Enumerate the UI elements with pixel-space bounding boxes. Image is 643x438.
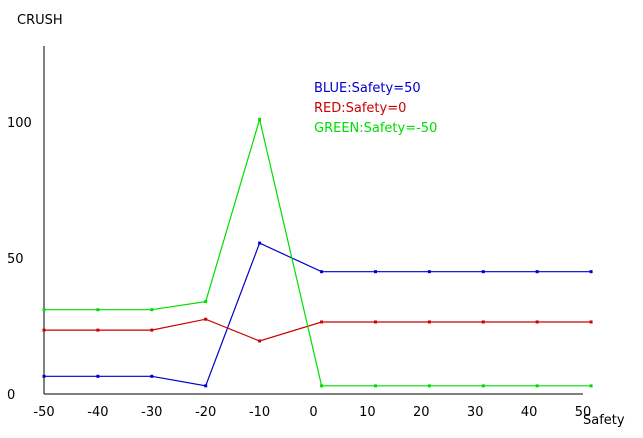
- blue-data-point: [535, 270, 539, 274]
- x-axis-label: Safety: [583, 413, 625, 428]
- x-tick-label: -40: [87, 405, 108, 420]
- red-data-point: [589, 320, 593, 324]
- x-tick-label: -10: [249, 405, 270, 420]
- blue-data-point: [96, 374, 100, 378]
- y-tick-label: 50: [7, 252, 24, 267]
- blue-data-point: [481, 270, 485, 274]
- red-data-point: [42, 328, 46, 332]
- x-tick-label: 50: [575, 405, 592, 420]
- red-data-point: [258, 339, 262, 343]
- red-series-line: [44, 318, 592, 342]
- blue-data-point: [589, 270, 593, 274]
- blue-data-point: [320, 270, 324, 274]
- x-tick-label: 0: [309, 405, 317, 420]
- red-legend-entry: RED:Safety=0: [314, 101, 406, 116]
- green-data-point: [589, 384, 593, 388]
- blue-data-point: [427, 270, 431, 274]
- x-tick-label: 40: [521, 405, 538, 420]
- blue-legend-entry: BLUE:Safety=50: [314, 81, 421, 96]
- green-data-point: [535, 384, 539, 388]
- axes: [43, 46, 583, 395]
- x-tick-label: 20: [413, 405, 430, 420]
- x-tick-labels: -50 -40 -30 -20 -10 0 10 20 30 40 50: [33, 405, 591, 420]
- green-data-point: [204, 300, 208, 304]
- red-data-point: [535, 320, 539, 324]
- green-data-point: [427, 384, 431, 388]
- red-data-point: [204, 317, 208, 321]
- blue-data-point: [42, 374, 46, 378]
- x-tick-label: -50: [33, 405, 54, 420]
- series-lines: [42, 117, 593, 388]
- red-data-point: [320, 320, 324, 324]
- green-data-point: [481, 384, 485, 388]
- blue-data-point: [150, 374, 154, 378]
- red-data-point: [427, 320, 431, 324]
- x-tick-label: -30: [141, 405, 162, 420]
- blue-data-point: [204, 384, 208, 388]
- y-axis-label: CRUSH: [17, 13, 63, 28]
- red-data-point: [481, 320, 485, 324]
- red-data-point: [150, 328, 154, 332]
- green-data-point: [320, 384, 324, 388]
- blue-series-line: [44, 242, 592, 387]
- green-data-point: [150, 308, 154, 312]
- x-tick-label: -20: [195, 405, 216, 420]
- green-data-point: [96, 308, 100, 312]
- green-data-point: [42, 308, 46, 312]
- y-tick-label: 0: [7, 388, 15, 403]
- green-data-point: [373, 384, 377, 388]
- blue-data-point: [258, 241, 262, 245]
- green-legend-entry: GREEN:Safety=-50: [314, 121, 437, 136]
- y-tick-labels: 0 50 100: [7, 116, 32, 403]
- red-data-point: [96, 328, 100, 332]
- x-tick-label: 30: [467, 405, 484, 420]
- legend: BLUE:Safety=50 RED:Safety=0 GREEN:Safety=-…: [314, 81, 437, 136]
- x-tick-label: 10: [359, 405, 376, 420]
- red-data-point: [373, 320, 377, 324]
- green-data-point: [258, 117, 262, 121]
- green-series-line: [44, 117, 592, 387]
- y-tick-label: 100: [7, 116, 32, 131]
- blue-data-point: [373, 270, 377, 274]
